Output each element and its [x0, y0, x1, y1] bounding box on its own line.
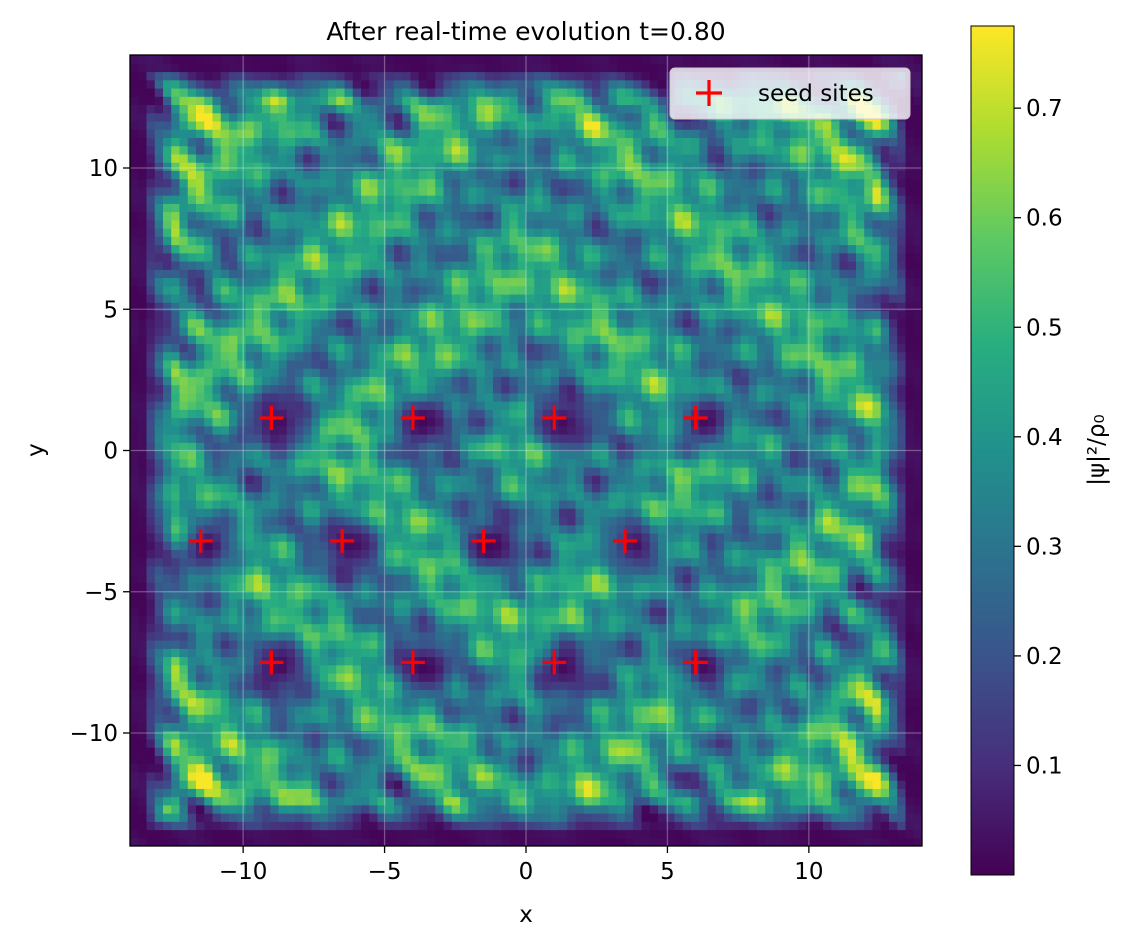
- seed-site-marker-7: [613, 528, 637, 553]
- x-tick-label: 10: [794, 859, 823, 885]
- y-tick-label: 5: [103, 297, 118, 323]
- seed-site-marker-1: [400, 406, 425, 431]
- legend-marker-seed-sites: [696, 80, 722, 106]
- y-tick-label: −10: [69, 721, 118, 747]
- chart-title: After real-time evolution t=0.80: [326, 17, 725, 46]
- x-tick-label: −10: [219, 859, 268, 885]
- legend-label-seed-sites: seed sites: [758, 81, 874, 107]
- y-axis-ticks: −10 −5 0 5 10: [69, 156, 130, 747]
- colorbar-tick-label: 0.5: [1026, 315, 1063, 341]
- seed-site-marker-5: [330, 528, 355, 553]
- colorbar-tick-label: 0.3: [1026, 534, 1063, 560]
- y-tick-label: −5: [84, 580, 118, 606]
- x-tick-label: −5: [368, 859, 402, 885]
- seed-site-marker-8: [259, 650, 284, 675]
- colorbar-label: |ψ|²/ρ₀: [1084, 414, 1110, 485]
- grid-lines: [130, 55, 922, 846]
- x-tick-label: 0: [519, 859, 534, 885]
- colorbar: 0.1 0.2 0.3 0.4 0.5 0.6 0.7 |ψ|²/ρ₀: [970, 25, 1110, 876]
- colorbar-gradient: [970, 25, 1015, 876]
- seed-site-marker-4: [188, 528, 213, 553]
- x-axis-ticks: −10 −5 0 5 10: [219, 846, 823, 885]
- legend[interactable]: seed sites: [669, 67, 911, 120]
- x-tick-label: 5: [660, 859, 675, 885]
- seed-site-marker-0: [259, 406, 284, 431]
- colorbar-tick-label: 0.2: [1026, 644, 1063, 670]
- y-axis-label: y: [23, 443, 49, 457]
- seed-site-marker-11: [683, 650, 708, 675]
- x-axis-label: x: [519, 902, 533, 928]
- legend-box: [669, 67, 911, 120]
- colorbar-tick-label: 0.1: [1026, 753, 1063, 779]
- seed-site-marker-6: [471, 528, 496, 553]
- seed-site-marker-2: [542, 406, 567, 431]
- plot-area: [129, 54, 923, 847]
- colorbar-tick-label: 0.6: [1026, 206, 1063, 232]
- seed-sites-markers: [188, 406, 708, 675]
- colorbar-tick-label: 0.4: [1026, 425, 1063, 451]
- seed-site-marker-9: [400, 650, 425, 675]
- colorbar-ticks: 0.1 0.2 0.3 0.4 0.5 0.6 0.7: [1014, 96, 1063, 779]
- y-tick-label: 10: [89, 156, 118, 182]
- colorbar-tick-label: 0.7: [1026, 96, 1063, 122]
- heatmap-image: [130, 55, 922, 846]
- seed-site-marker-3: [683, 406, 708, 431]
- y-tick-label: 0: [103, 439, 118, 465]
- seed-site-marker-10: [542, 650, 567, 675]
